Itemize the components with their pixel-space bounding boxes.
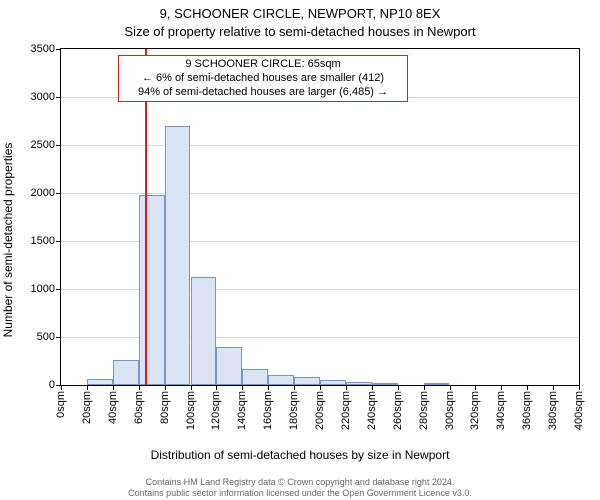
histogram-bar xyxy=(165,126,191,385)
x-tick-label: 0sqm xyxy=(55,391,67,418)
x-tick-label: 120sqm xyxy=(210,391,222,430)
y-tick-label: 2500 xyxy=(31,139,55,151)
x-tick-label: 360sqm xyxy=(521,391,533,430)
gridline xyxy=(61,145,579,146)
histogram-bar xyxy=(242,369,268,385)
y-tick-label: 1000 xyxy=(31,283,55,295)
x-tick-mark xyxy=(579,385,580,390)
x-tick-mark xyxy=(268,385,269,390)
y-tick-mark xyxy=(56,241,61,242)
annotation-line: 94% of semi-detached houses are larger (… xyxy=(123,86,403,100)
y-tick-label: 2000 xyxy=(31,187,55,199)
histogram-bar xyxy=(87,379,113,385)
y-tick-label: 3000 xyxy=(31,91,55,103)
x-tick-label: 60sqm xyxy=(133,391,145,424)
y-tick-label: 3500 xyxy=(31,43,55,55)
x-tick-mark xyxy=(346,385,347,390)
y-tick-label: 0 xyxy=(49,379,55,391)
x-tick-mark xyxy=(61,385,62,390)
plot-area: 05001000150020002500300035000sqm20sqm40s… xyxy=(60,48,580,386)
x-tick-label: 380sqm xyxy=(547,391,559,430)
x-tick-mark xyxy=(139,385,140,390)
histogram-bar xyxy=(139,195,165,385)
histogram-bar xyxy=(294,377,320,385)
x-tick-label: 400sqm xyxy=(573,391,585,430)
annotation-line: ← 6% of semi-detached houses are smaller… xyxy=(123,72,403,86)
histogram-bar xyxy=(424,383,450,385)
x-tick-label: 220sqm xyxy=(340,391,352,430)
x-tick-mark xyxy=(424,385,425,390)
x-tick-label: 280sqm xyxy=(418,391,430,430)
x-tick-mark xyxy=(450,385,451,390)
x-tick-label: 240sqm xyxy=(366,391,378,430)
x-tick-mark xyxy=(191,385,192,390)
x-tick-mark xyxy=(527,385,528,390)
title-line-1: 9, SCHOONER CIRCLE, NEWPORT, NP10 8EX xyxy=(0,6,600,21)
y-tick-mark xyxy=(56,193,61,194)
histogram-bar xyxy=(372,383,398,385)
x-tick-label: 140sqm xyxy=(236,391,248,430)
x-tick-mark xyxy=(242,385,243,390)
x-tick-mark xyxy=(216,385,217,390)
histogram-bar xyxy=(346,382,372,385)
histogram-bar xyxy=(268,375,294,385)
gridline xyxy=(61,193,579,194)
y-tick-label: 500 xyxy=(37,331,55,343)
x-tick-label: 80sqm xyxy=(159,391,171,424)
footer-line-1: Contains HM Land Registry data © Crown c… xyxy=(0,477,600,487)
x-tick-mark xyxy=(113,385,114,390)
x-tick-label: 160sqm xyxy=(262,391,274,430)
figure: 9, SCHOONER CIRCLE, NEWPORT, NP10 8EX Si… xyxy=(0,0,600,500)
x-tick-mark xyxy=(553,385,554,390)
x-tick-label: 340sqm xyxy=(495,391,507,430)
x-tick-mark xyxy=(320,385,321,390)
x-tick-label: 40sqm xyxy=(107,391,119,424)
x-tick-mark xyxy=(475,385,476,390)
histogram-bar xyxy=(113,360,139,385)
x-tick-label: 100sqm xyxy=(185,391,197,430)
y-tick-mark xyxy=(56,337,61,338)
footer-attribution: Contains HM Land Registry data © Crown c… xyxy=(0,477,600,498)
x-tick-mark xyxy=(398,385,399,390)
y-tick-label: 1500 xyxy=(31,235,55,247)
y-axis-label: Number of semi-detached properties xyxy=(1,143,15,338)
x-tick-label: 200sqm xyxy=(314,391,326,430)
y-tick-mark xyxy=(56,97,61,98)
y-tick-mark xyxy=(56,145,61,146)
x-tick-label: 180sqm xyxy=(288,391,300,430)
x-tick-label: 260sqm xyxy=(392,391,404,430)
annotation-line: 9 SCHOONER CIRCLE: 65sqm xyxy=(123,58,403,72)
x-tick-label: 20sqm xyxy=(81,391,93,424)
y-tick-mark xyxy=(56,289,61,290)
x-tick-mark xyxy=(87,385,88,390)
x-tick-mark xyxy=(501,385,502,390)
x-tick-mark xyxy=(372,385,373,390)
x-tick-mark xyxy=(294,385,295,390)
y-tick-mark xyxy=(56,49,61,50)
histogram-bar xyxy=(191,277,217,385)
x-tick-label: 320sqm xyxy=(469,391,481,430)
footer-line-2: Contains public sector information licen… xyxy=(0,488,600,498)
histogram-bar xyxy=(216,347,242,385)
histogram-bar xyxy=(320,380,346,385)
x-tick-mark xyxy=(165,385,166,390)
title-line-2: Size of property relative to semi-detach… xyxy=(0,24,600,39)
annotation-box: 9 SCHOONER CIRCLE: 65sqm← 6% of semi-det… xyxy=(118,55,408,102)
x-tick-label: 300sqm xyxy=(444,391,456,430)
x-axis-label: Distribution of semi-detached houses by … xyxy=(0,448,600,462)
